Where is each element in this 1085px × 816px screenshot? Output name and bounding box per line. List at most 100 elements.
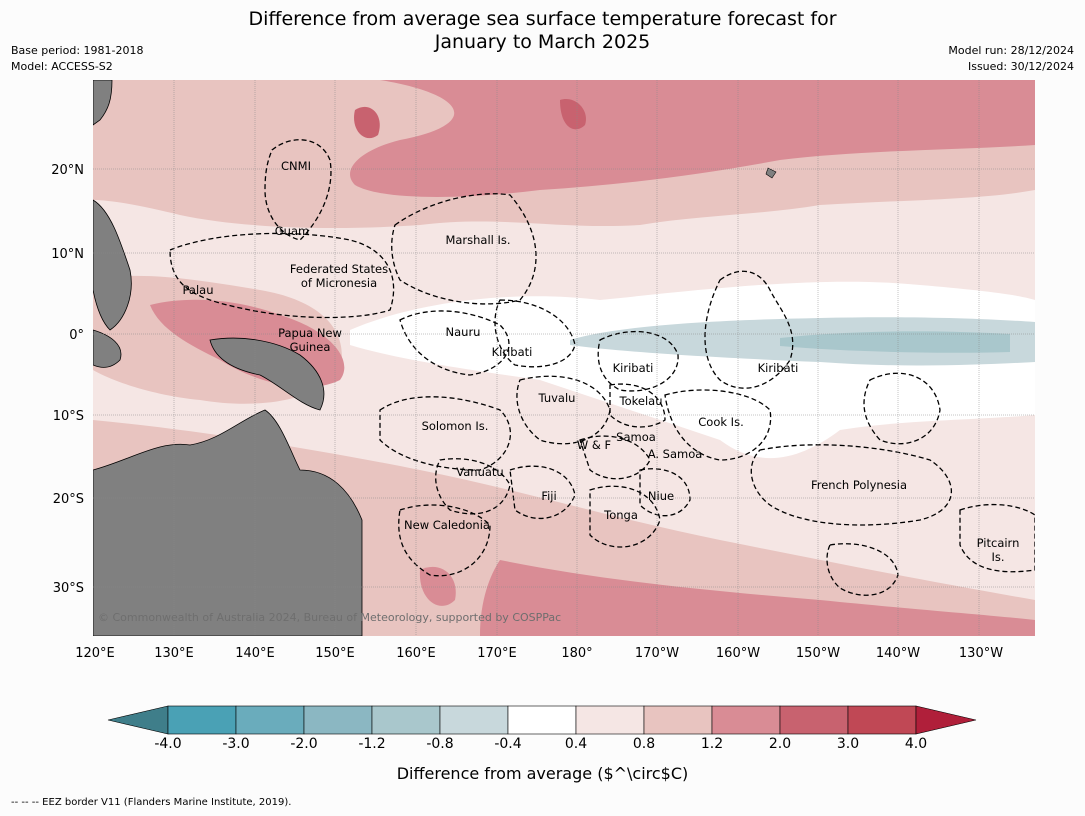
label-png-2: Guinea bbox=[290, 340, 331, 354]
region-labels: CNMI Guam Marshall Is. Federated States … bbox=[183, 159, 1020, 564]
lon-label: 160°E bbox=[396, 646, 436, 661]
colorbar-tick-label: 0.4 bbox=[564, 736, 588, 752]
label-tonga: Tonga bbox=[603, 508, 638, 522]
label-cook: Cook Is. bbox=[698, 415, 743, 429]
colorbar-segment bbox=[235, 705, 305, 735]
anomaly-tasman-12 bbox=[419, 566, 456, 606]
label-png-1: Papua New bbox=[278, 326, 342, 340]
colorbar-segment bbox=[371, 705, 441, 735]
png-land bbox=[209, 337, 325, 411]
colorbar-segment bbox=[643, 705, 713, 735]
label-kiribati-central: Kiribati bbox=[613, 361, 654, 375]
lon-label: 180° bbox=[561, 646, 592, 661]
lon-label: 160°W bbox=[716, 646, 760, 661]
colorbar-tick-label: -1.2 bbox=[358, 736, 386, 752]
lat-axis: 20°N 10°N 0° 10°S 20°S 30°S bbox=[51, 163, 84, 596]
label-marshall: Marshall Is. bbox=[445, 233, 510, 247]
colorbar bbox=[107, 705, 977, 735]
lon-label: 130°W bbox=[959, 646, 1003, 661]
indonesia-land bbox=[93, 329, 122, 368]
issued-date: Issued: 30/12/2024 bbox=[967, 60, 1074, 73]
anomaly-north-20b bbox=[354, 106, 380, 139]
lat-label: 10°N bbox=[51, 247, 84, 262]
colorbar-segment bbox=[439, 705, 509, 735]
colorbar-segment bbox=[575, 705, 645, 735]
label-cnmi: CNMI bbox=[281, 159, 311, 173]
model-name: Model: ACCESS-S2 bbox=[11, 60, 113, 73]
label-nauru: Nauru bbox=[446, 325, 481, 339]
lat-label: 20°N bbox=[51, 163, 84, 178]
label-kiribati-west: Kiribati bbox=[492, 345, 533, 359]
taiwan-land bbox=[93, 80, 113, 126]
title-line-2: January to March 2025 bbox=[434, 31, 651, 53]
title-line-1: Difference from average sea surface temp… bbox=[248, 8, 837, 30]
colorbar-label: Difference from average ($^\circ$C) bbox=[396, 764, 689, 783]
label-new-caledonia: New Caledonia bbox=[404, 518, 490, 532]
label-fsm-2: of Micronesia bbox=[301, 276, 377, 290]
lat-label: 0° bbox=[69, 328, 84, 343]
colorbar-tick-label: -0.4 bbox=[494, 736, 522, 752]
label-wf: W & F bbox=[577, 438, 611, 452]
lat-label: 20°S bbox=[53, 492, 84, 507]
label-asamoa: A. Samoa bbox=[648, 447, 703, 461]
label-french-polynesia: French Polynesia bbox=[811, 478, 907, 492]
colorbar-extend-low bbox=[107, 705, 169, 735]
hawaii-land bbox=[765, 167, 777, 179]
label-tokelau: Tokelau bbox=[619, 394, 663, 408]
lon-label: 140°E bbox=[235, 646, 275, 661]
meta-left: Base period: 1981-2018 Model: ACCESS-S2 bbox=[11, 43, 143, 75]
label-tuvalu: Tuvalu bbox=[538, 391, 576, 405]
eez-borders bbox=[169, 139, 1035, 596]
colorbar-tick-label: -4.0 bbox=[154, 736, 182, 752]
anomaly-south-12 bbox=[480, 560, 1035, 636]
label-niue: Niue bbox=[648, 489, 674, 503]
colorbar-tick-label: 0.8 bbox=[632, 736, 656, 752]
colorbar-segment bbox=[167, 705, 237, 735]
map-field: CNMI Guam Marshall Is. Federated States … bbox=[93, 80, 1035, 636]
lon-axis: 120°E 130°E 140°E 150°E 160°E 170°E 180°… bbox=[75, 646, 1003, 661]
colorbar-segment bbox=[847, 705, 917, 735]
label-guam: Guam bbox=[275, 224, 309, 238]
lon-label: 170°E bbox=[477, 646, 517, 661]
lon-label: 130°E bbox=[154, 646, 194, 661]
colorbar-segment bbox=[711, 705, 781, 735]
model-run: Model run: 28/12/2024 bbox=[948, 44, 1074, 57]
label-solomon: Solomon Is. bbox=[422, 419, 489, 433]
australia-land bbox=[93, 409, 363, 636]
label-pitcairn-2: Is. bbox=[991, 550, 1004, 564]
copyright-text: © Commonwealth of Australia 2024, Bureau… bbox=[98, 611, 561, 624]
label-vanuatu: Vanuatu bbox=[456, 465, 503, 479]
colorbar-tick-label: 1.2 bbox=[700, 736, 724, 752]
chart-title: Difference from average sea surface temp… bbox=[0, 8, 1085, 54]
label-fsm-1: Federated States bbox=[290, 262, 388, 276]
label-kiribati-east: Kiribati bbox=[758, 361, 799, 375]
meta-right: Model run: 28/12/2024 Issued: 30/12/2024 bbox=[948, 43, 1074, 75]
label-samoa: Samoa bbox=[616, 430, 656, 444]
colorbar-extend-high bbox=[915, 705, 977, 735]
lon-label: 140°W bbox=[876, 646, 920, 661]
colorbar-tick-label: 3.0 bbox=[836, 736, 860, 752]
philippines-land bbox=[93, 199, 132, 331]
colorbar-segment bbox=[507, 705, 577, 735]
colorbar-segment bbox=[303, 705, 373, 735]
label-fiji: Fiji bbox=[541, 489, 556, 503]
lon-label: 170°W bbox=[635, 646, 679, 661]
lon-label: 120°E bbox=[75, 646, 115, 661]
lon-label: 150°W bbox=[796, 646, 840, 661]
anomaly-cool-08 bbox=[780, 331, 1010, 353]
colorbar-tick-label: -3.0 bbox=[222, 736, 250, 752]
eez-footnote: -- -- -- EEZ border V11 (Flanders Marine… bbox=[11, 797, 292, 808]
lat-label: 10°S bbox=[53, 409, 84, 424]
lat-label: 30°S bbox=[53, 581, 84, 596]
colorbar-tick-label: 2.0 bbox=[768, 736, 792, 752]
label-palau: Palau bbox=[183, 283, 214, 297]
base-period: Base period: 1981-2018 bbox=[11, 44, 144, 57]
colorbar-tick-label: -2.0 bbox=[290, 736, 318, 752]
colorbar-tick-label: 4.0 bbox=[904, 736, 928, 752]
graticule bbox=[93, 80, 1035, 636]
colorbar-segment bbox=[779, 705, 849, 735]
anomaly-north-20 bbox=[560, 99, 586, 130]
anomaly-north-12 bbox=[350, 80, 1035, 197]
label-pitcairn-1: Pitcairn bbox=[977, 536, 1020, 550]
